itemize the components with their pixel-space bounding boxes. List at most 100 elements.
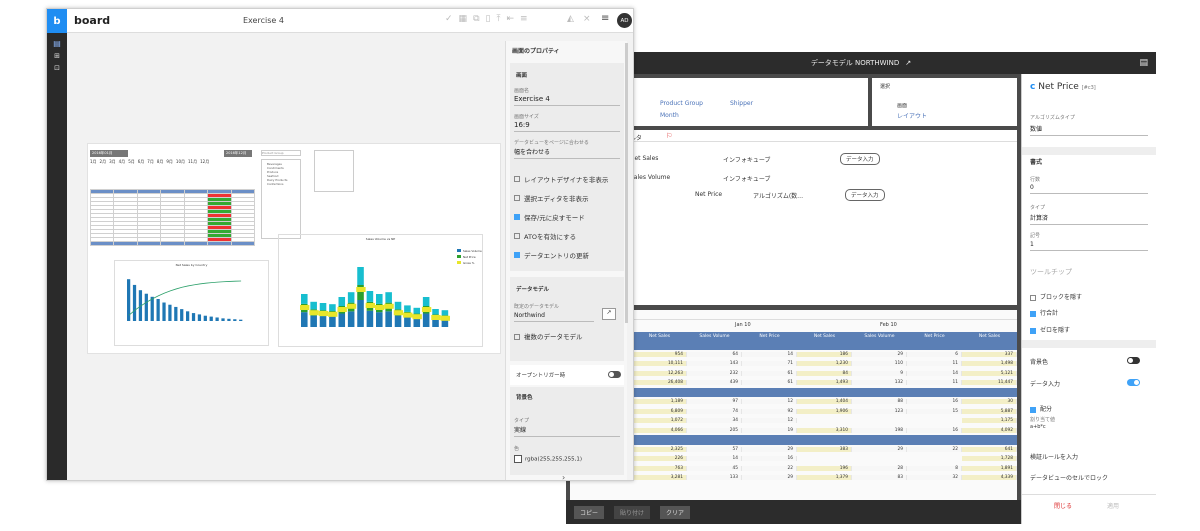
grid-cell[interactable]: 45: [687, 465, 742, 471]
grid-cell[interactable]: 84: [797, 370, 852, 376]
grid-cell[interactable]: 34: [687, 418, 742, 424]
grid-cell[interactable]: 30: [962, 399, 1017, 405]
copy-icon[interactable]: ⧉: [473, 14, 486, 24]
trigger-toggle[interactable]: [608, 371, 621, 378]
month-chip[interactable]: 8月: [156, 159, 164, 164]
copy-button[interactable]: コピー: [574, 506, 605, 519]
align-left-icon[interactable]: ⇤: [506, 14, 520, 24]
grid-cell[interactable]: 22: [907, 446, 962, 452]
grid-cell[interactable]: 123: [852, 408, 907, 414]
grid-cell[interactable]: 16: [907, 399, 962, 405]
screen-option-checkbox[interactable]: レイアウトデザイナを非表示: [514, 169, 624, 188]
grid-cell[interactable]: 22: [742, 465, 797, 471]
grid-cell[interactable]: 110: [852, 361, 907, 367]
month-chip[interactable]: 9月: [166, 159, 173, 164]
grid-cell[interactable]: 6: [907, 351, 962, 357]
grid-cell[interactable]: 16: [742, 456, 797, 462]
grid-cell[interactable]: 61: [742, 370, 797, 376]
grid-cell[interactable]: 6,809: [632, 408, 687, 414]
data-entry-button[interactable]: データ入力: [845, 189, 885, 201]
grid-cell[interactable]: 1,498: [962, 361, 1017, 367]
month-chip[interactable]: 1月: [90, 159, 97, 164]
grid-cell[interactable]: 1,906: [797, 408, 852, 414]
card-item[interactable]: Shipper: [730, 100, 754, 107]
grid-cell[interactable]: 12: [742, 399, 797, 405]
screen-option-checkbox[interactable]: 保存/元に戻すモード: [514, 207, 624, 226]
grid-cell[interactable]: 1,891: [962, 465, 1017, 471]
paste-button[interactable]: 貼り付け: [614, 506, 651, 519]
screen-option-checkbox[interactable]: ATOを有効にする: [514, 226, 624, 245]
grid-cell[interactable]: 439: [687, 380, 742, 386]
board-logo-icon[interactable]: b: [47, 9, 67, 33]
color-swatch[interactable]: [514, 455, 522, 463]
grid-cell[interactable]: 205: [687, 427, 742, 433]
grid-cell[interactable]: 28: [852, 465, 907, 471]
name-field[interactable]: Exercise 4: [514, 95, 620, 106]
selector-item[interactable]: Beverages: [267, 162, 282, 166]
grid-cell[interactable]: 8: [907, 465, 962, 471]
expand-chevron-icon[interactable]: ›: [562, 473, 566, 481]
grid-cell[interactable]: 64: [687, 351, 742, 357]
grid-cell[interactable]: 4,339: [962, 475, 1017, 481]
objects-icon[interactable]: ⊞: [54, 52, 60, 60]
algorithm-type-select[interactable]: 数値: [1030, 124, 1148, 136]
grid-cell[interactable]: 196: [797, 465, 852, 471]
bg-color-field[interactable]: rgba(255,255,255,1): [514, 455, 582, 463]
date-to[interactable]: 2016年12月: [224, 150, 252, 157]
delete-icon[interactable]: ▯: [485, 14, 497, 24]
validation-rule-button[interactable]: 検証ルールを入力: [1030, 454, 1079, 461]
grid-cell[interactable]: 641: [962, 446, 1017, 452]
lock-cells-button[interactable]: データビューのセルでロック: [1030, 475, 1109, 482]
grid-cell[interactable]: 12: [742, 418, 797, 424]
grid-cell[interactable]: 133: [687, 475, 742, 481]
grid-cell[interactable]: 198: [852, 427, 907, 433]
format-type-select[interactable]: 計算済: [1030, 213, 1148, 225]
data-entry-toggle[interactable]: [1127, 379, 1140, 386]
month-chip[interactable]: 12月: [200, 159, 210, 164]
month-chip[interactable]: 3月: [109, 159, 116, 164]
grid-cell[interactable]: 29: [852, 446, 907, 452]
avatar[interactable]: AD: [617, 13, 632, 28]
grid-cell[interactable]: 5,121: [962, 370, 1017, 376]
grid-cell[interactable]: 11,447: [962, 380, 1017, 386]
screen-option-checkbox[interactable]: データエントリの更新: [514, 245, 624, 264]
decimals-field[interactable]: 0: [1030, 184, 1148, 194]
dataview-icon[interactable]: ▤: [53, 39, 61, 48]
grid-cell[interactable]: 32: [907, 475, 962, 481]
date-from[interactable]: 2016年01月: [90, 150, 128, 157]
month-chip[interactable]: 7月: [147, 159, 154, 164]
row-total-checkbox[interactable]: 行合計: [1030, 308, 1058, 317]
grid-cell[interactable]: 3,310: [797, 427, 852, 433]
grid-cell[interactable]: 3,281: [632, 475, 687, 481]
grid-cell[interactable]: 9: [852, 370, 907, 376]
grid-cell[interactable]: 1,230: [797, 361, 852, 367]
bg-type-select[interactable]: 実線: [514, 425, 620, 437]
screen-option-checkbox[interactable]: 選択エディタを非表示: [514, 188, 624, 207]
grid-cell[interactable]: 1,072: [632, 418, 687, 424]
grid-cell[interactable]: 337: [962, 351, 1017, 357]
grid-cell[interactable]: 226: [632, 456, 687, 462]
grid-cell[interactable]: 16: [907, 427, 962, 433]
distribute-icon[interactable]: ≡: [519, 14, 534, 24]
close-button[interactable]: 閉じる: [1054, 503, 1073, 510]
grid-cell[interactable]: 57: [687, 446, 742, 452]
grid-cell[interactable]: 1,404: [797, 399, 852, 405]
selector-item[interactable]: Produce: [267, 170, 279, 174]
hide-zero-checkbox[interactable]: ゼロを隠す: [1030, 325, 1070, 334]
grid-cell[interactable]: 12,263: [632, 370, 687, 376]
grid-cell[interactable]: 383: [797, 446, 852, 452]
grid-cell[interactable]: 29: [742, 446, 797, 452]
month-chip[interactable]: 4月: [118, 159, 126, 164]
menu-icon[interactable]: ≡: [601, 13, 610, 24]
grid-cell[interactable]: 132: [852, 380, 907, 386]
grid-cell[interactable]: 2,325: [632, 446, 687, 452]
grid-cell[interactable]: 26,408: [632, 380, 687, 386]
grid-cell[interactable]: 61: [742, 380, 797, 386]
size-select[interactable]: 16:9: [514, 121, 620, 132]
month-chip[interactable]: 5月: [128, 159, 135, 164]
filter-icon[interactable]: ⚐: [666, 132, 673, 140]
background-toggle[interactable]: [1127, 357, 1140, 364]
grid-cell[interactable]: 74: [687, 408, 742, 414]
grid-cell[interactable]: 1,493: [797, 380, 852, 386]
grid-cell[interactable]: 4,066: [632, 427, 687, 433]
